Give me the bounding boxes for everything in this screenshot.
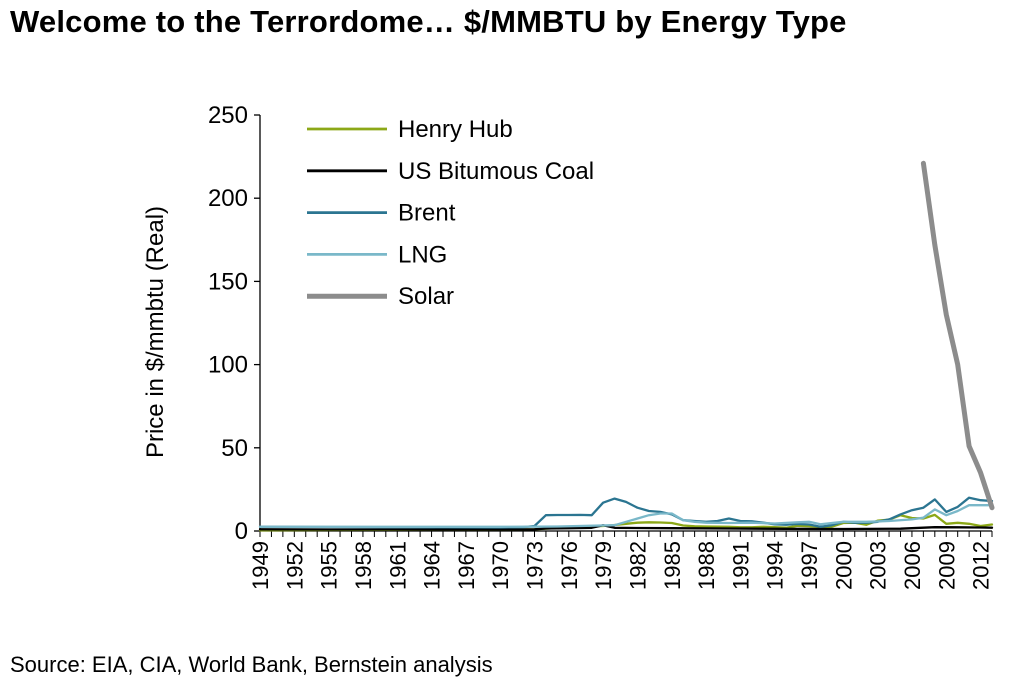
x-tick-label: 1991 — [728, 541, 753, 590]
y-axis-ticks: 0 50 100 150 200 250 — [208, 102, 260, 545]
x-tick-label: 1988 — [694, 541, 719, 590]
x-tick-label: 1961 — [385, 541, 410, 590]
x-tick-label: 2000 — [831, 541, 856, 590]
x-tick-label: 1964 — [420, 541, 445, 590]
legend-label: US Bitumous Coal — [398, 158, 594, 185]
series-line-us-bitumous-coal — [258, 524, 994, 531]
y-tick-label: 250 — [208, 102, 248, 129]
x-tick-label: 1967 — [454, 541, 479, 590]
x-tick-label: 2012 — [969, 541, 994, 590]
series-line-solar — [920, 160, 995, 511]
x-tick-label: 1994 — [763, 541, 788, 590]
legend-label: Brent — [398, 200, 456, 227]
y-axis-label: Price in $/mmbtu (Real) — [142, 206, 169, 458]
y-tick-label: 50 — [221, 435, 248, 462]
series-lines — [258, 160, 995, 532]
x-tick-label: 1976 — [557, 541, 582, 590]
x-tick-label: 1973 — [523, 541, 548, 590]
x-tick-label: 1979 — [591, 541, 616, 590]
x-tick-label: 2003 — [866, 541, 891, 590]
y-tick-label: 200 — [208, 185, 248, 212]
x-tick-label: 1985 — [660, 541, 685, 590]
chart-legend: Henry Hub US Bitumous Coal Brent LNG Solar — [307, 116, 594, 310]
legend-label: Solar — [398, 283, 454, 310]
x-tick-label: 1982 — [625, 541, 650, 590]
legend-label: LNG — [398, 241, 447, 268]
chart-axes — [259, 115, 992, 532]
x-tick-label: 2006 — [900, 541, 925, 590]
series-line-lng — [258, 504, 994, 528]
y-tick-label: 100 — [208, 352, 248, 379]
x-tick-label: 1955 — [317, 541, 342, 590]
x-tick-label: 1970 — [488, 541, 513, 590]
x-tick-label: 1958 — [351, 541, 376, 590]
x-axis-ticks: 1949 1952 1955 1958 1961 1964 1967 1970 1973 1976… — [248, 531, 994, 590]
source-note: Source: EIA, CIA, World Bank, Bernstein … — [10, 652, 493, 677]
x-tick-label: 2009 — [934, 541, 959, 590]
y-tick-label: 150 — [208, 268, 248, 295]
x-tick-label: 1952 — [282, 541, 307, 590]
chart-title: Welcome to the Terrordome… $/MMBTU by En… — [10, 4, 847, 39]
series-line-brent — [258, 496, 994, 529]
x-tick-label: 1997 — [797, 541, 822, 590]
x-tick-label: 1949 — [248, 541, 273, 590]
legend-label: Henry Hub — [398, 116, 513, 143]
y-tick-label: 0 — [235, 518, 248, 545]
